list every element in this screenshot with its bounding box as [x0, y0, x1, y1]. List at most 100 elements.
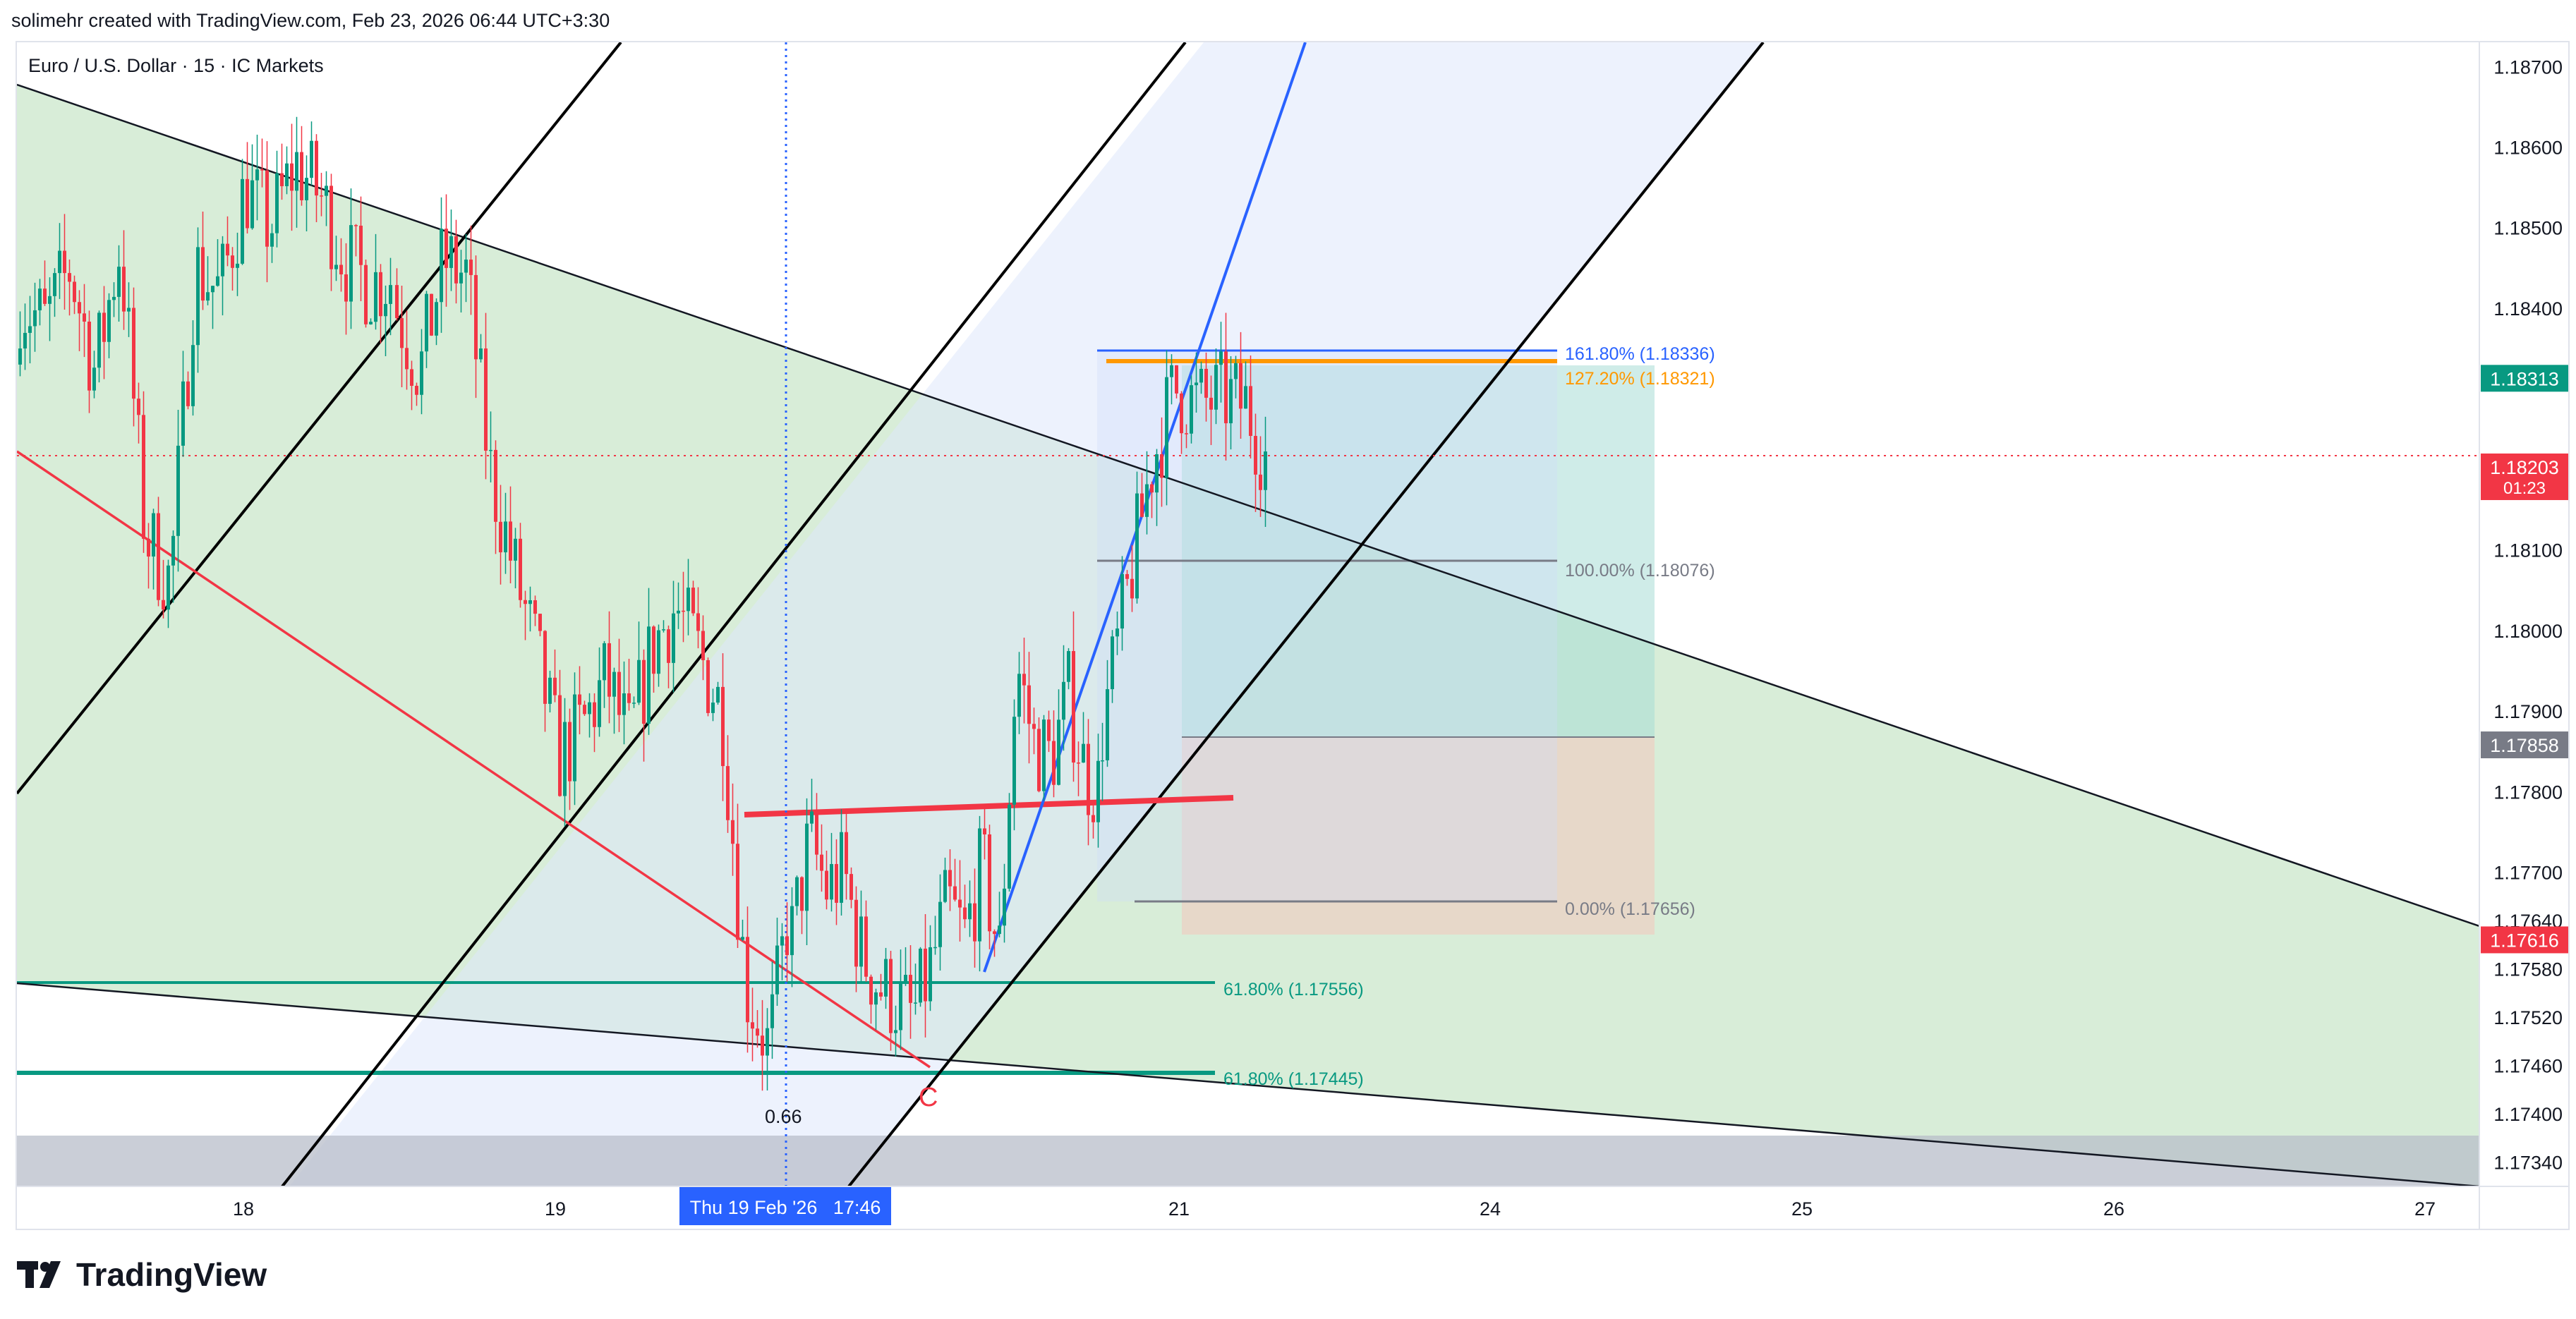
candle-body: [1195, 382, 1198, 386]
candle-body: [874, 992, 878, 1005]
candle-body: [295, 152, 298, 191]
candle-body: [162, 600, 165, 610]
candle-body: [924, 948, 927, 1002]
candle-body: [1130, 578, 1134, 599]
candle-body: [632, 703, 636, 704]
price-tick-12: 1.17460: [2493, 1056, 2563, 1077]
candle-body: [524, 600, 527, 604]
candle-body: [1190, 385, 1193, 434]
candle-body: [672, 613, 675, 663]
candle-body: [726, 766, 730, 820]
candle-body: [147, 538, 150, 557]
candle-body: [320, 195, 323, 197]
candle-body: [1175, 365, 1178, 394]
candle-body: [132, 308, 135, 399]
candle-body: [1042, 719, 1046, 791]
time-tick-6: 27: [2414, 1198, 2436, 1220]
price-tick-13: 1.17400: [2493, 1104, 2563, 1125]
candle-body: [1254, 436, 1257, 475]
candle-body: [1244, 386, 1247, 409]
time-axis[interactable]: 18 19 21 24 25 26 27: [233, 1198, 2436, 1220]
fib-label-2: 100.00% (1.18076): [1565, 561, 1715, 581]
candle-body: [790, 906, 794, 956]
candle-body: [909, 975, 912, 1003]
candle-body: [1185, 433, 1188, 434]
candle-body: [211, 286, 214, 293]
candle-body: [364, 265, 368, 324]
candle-body: [310, 140, 313, 178]
candle-body: [1264, 451, 1267, 490]
candle-body: [677, 610, 680, 614]
candle-body: [825, 870, 828, 900]
candle-body: [948, 870, 952, 887]
candle-body: [325, 186, 328, 196]
price-tick-10: 1.17580: [2493, 959, 2563, 980]
ratio-label: 0.66: [765, 1106, 802, 1127]
candle-body: [696, 613, 700, 631]
fib-label-0: 161.80% (1.18336): [1565, 344, 1715, 364]
price-label-2: 1.17858: [2490, 735, 2559, 756]
candle-body: [1092, 815, 1095, 822]
candle-body: [231, 255, 234, 268]
candle-body: [255, 169, 259, 181]
candle-body: [603, 643, 606, 681]
chart-attribution: solimehr created with TradingView.com, F…: [11, 10, 610, 31]
candle-body: [1008, 804, 1011, 889]
candle-body: [449, 236, 453, 268]
candle-body: [612, 671, 616, 697]
candle-body: [117, 267, 121, 297]
candle-body: [741, 937, 744, 940]
candle-body: [167, 565, 170, 610]
candle-body: [756, 1028, 759, 1036]
candle-body: [384, 303, 387, 317]
candle-body: [280, 173, 284, 186]
candle-body: [499, 521, 502, 553]
candle-body: [83, 313, 86, 322]
candle-body: [344, 274, 348, 302]
candle-body: [637, 660, 641, 703]
candle-body: [588, 702, 591, 715]
candle-body: [206, 292, 210, 301]
candle-body: [33, 310, 37, 327]
price-tick-0: 1.18700: [2493, 56, 2563, 78]
candle-body: [112, 296, 116, 300]
candle-body: [216, 276, 219, 286]
candle-body: [379, 272, 382, 317]
candle-body: [1032, 724, 1036, 729]
candle-body: [993, 931, 996, 935]
candle-body: [374, 272, 377, 322]
candle-body: [400, 318, 404, 348]
candle-body: [127, 308, 131, 312]
candle-body: [761, 1035, 764, 1056]
time-tick-1: 19: [545, 1198, 566, 1220]
candle-body: [410, 369, 413, 386]
candle-body: [275, 173, 279, 233]
countdown-label: 01:23: [2503, 479, 2546, 498]
candle-body: [53, 273, 56, 296]
candlestick-series: [18, 116, 1267, 1091]
chart-svg[interactable]: C 0.66 161.80% (1.18336) 127.20% (1.18321…: [0, 0, 2576, 1241]
candle-body: [968, 903, 972, 920]
candle-body: [157, 513, 160, 600]
price-axis[interactable]: 1.18700 1.18600 1.18500 1.18400 1.18100 1.180…: [2493, 56, 2563, 1173]
candle-body: [1145, 484, 1149, 517]
price-tick-14: 1.17340: [2493, 1153, 2563, 1174]
candle-body: [415, 385, 418, 395]
symbol-title[interactable]: Euro / U.S. Dollar · 15 · IC Markets: [28, 55, 324, 76]
candle-body: [420, 351, 423, 395]
candle-body: [998, 925, 1001, 935]
candle-body: [687, 588, 690, 612]
candle-body: [1003, 888, 1006, 926]
candle-body: [548, 677, 552, 704]
candle-body: [1209, 397, 1213, 410]
candle-body: [914, 1002, 917, 1004]
candle-body: [1115, 628, 1119, 637]
candle-body: [265, 170, 269, 247]
candle-body: [1077, 762, 1080, 764]
candle-body: [573, 694, 576, 782]
candle-body: [593, 702, 596, 727]
candle-body: [736, 844, 739, 940]
candle-body: [731, 820, 734, 844]
candle-body: [845, 832, 848, 875]
tradingview-logo[interactable]: TradingView: [17, 1256, 267, 1293]
